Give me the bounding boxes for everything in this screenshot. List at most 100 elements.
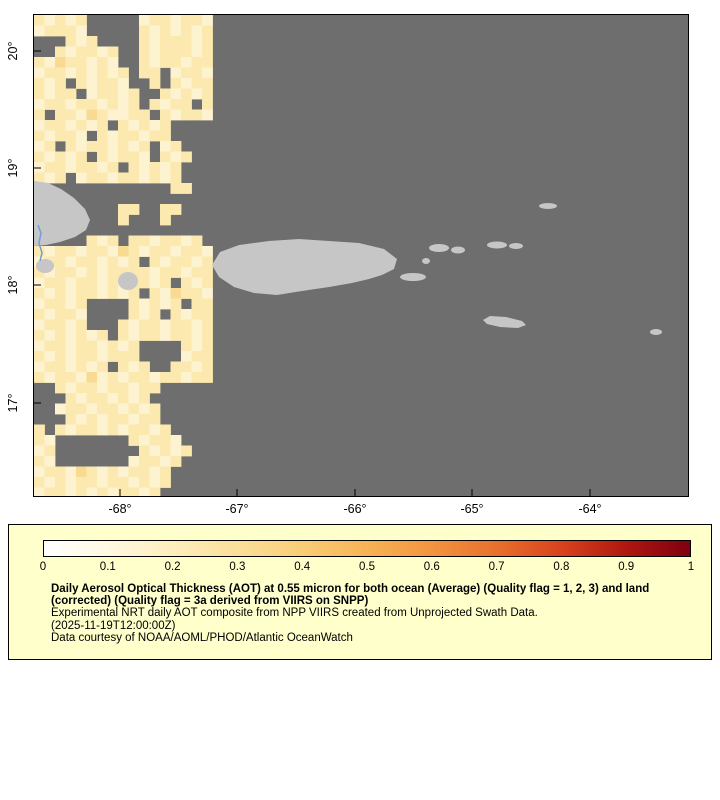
aot-cell xyxy=(86,36,98,47)
aot-cell xyxy=(149,15,161,26)
aot-cell xyxy=(65,46,77,58)
aot-cell xyxy=(128,267,140,278)
aot-cell xyxy=(107,277,119,289)
aot-cell xyxy=(107,393,119,404)
aot-cell xyxy=(118,393,129,404)
aot-cell xyxy=(128,477,140,488)
aot-cell xyxy=(149,288,161,299)
aot-cell xyxy=(76,414,87,425)
aot-cell xyxy=(191,25,203,37)
aot-cell xyxy=(107,151,119,163)
aot-cell xyxy=(97,351,108,362)
aot-cell xyxy=(170,256,182,268)
aot-cell xyxy=(97,130,108,142)
aot-cell xyxy=(65,267,77,278)
aot-cell xyxy=(34,67,45,79)
aot-cell xyxy=(65,256,77,268)
aot-cell xyxy=(128,351,140,362)
aot-cell xyxy=(181,372,192,383)
aot-cell xyxy=(202,25,213,37)
aot-cell xyxy=(160,46,171,58)
aot-cell xyxy=(202,298,213,310)
aot-cell xyxy=(118,361,129,373)
aot-cell xyxy=(170,162,182,173)
aot-cell xyxy=(149,25,161,37)
aot-cell xyxy=(139,172,150,184)
aot-cell xyxy=(76,487,87,496)
aot-cell xyxy=(34,487,45,496)
aot-cell xyxy=(191,78,203,89)
aot-cell xyxy=(160,172,171,184)
aot-cell xyxy=(149,382,161,394)
aot-cell xyxy=(76,46,87,58)
aot-cell xyxy=(65,99,77,110)
aot-cell xyxy=(97,466,108,478)
aot-cell xyxy=(76,109,87,121)
aot-cell xyxy=(181,319,192,331)
aot-cell xyxy=(34,172,45,184)
aot-cell xyxy=(149,319,161,331)
aot-cell xyxy=(149,435,161,446)
aot-cell xyxy=(139,36,150,47)
aot-cell xyxy=(160,15,171,26)
aot-cell xyxy=(170,67,182,79)
aot-cell xyxy=(170,435,182,446)
aot-cell xyxy=(118,424,129,436)
aot-cell xyxy=(34,277,45,289)
aot-cell xyxy=(44,99,56,110)
aot-cell xyxy=(97,414,108,425)
aot-cell xyxy=(191,309,203,320)
aot-cell xyxy=(181,57,192,68)
aot-cell xyxy=(34,57,45,68)
aot-cell xyxy=(191,277,203,289)
aot-cell xyxy=(65,330,77,341)
aot-cell xyxy=(55,267,66,278)
aot-cell xyxy=(65,120,77,131)
aot-cell xyxy=(76,351,87,362)
colorbar-tick-label: 0.1 xyxy=(99,561,116,573)
aot-cell xyxy=(149,277,161,289)
aot-cell xyxy=(55,340,66,352)
aot-cell xyxy=(107,424,119,436)
aot-cell xyxy=(191,57,203,68)
aot-cell xyxy=(65,393,77,404)
aot-cell xyxy=(128,487,140,496)
aot-cell xyxy=(181,99,192,110)
aot-cell xyxy=(202,277,213,289)
aot-cell xyxy=(191,361,203,373)
aot-cell xyxy=(202,330,213,341)
aot-cell xyxy=(44,298,56,310)
aot-cell xyxy=(76,120,87,131)
aot-cell xyxy=(55,246,66,257)
aot-cell xyxy=(139,435,150,446)
aot-cell xyxy=(44,288,56,299)
aot-cell xyxy=(128,204,140,215)
aot-cell xyxy=(34,435,45,446)
aot-cell xyxy=(86,46,98,58)
aot-cell xyxy=(128,120,140,131)
aot-cell xyxy=(128,235,140,247)
aot-cell xyxy=(118,141,129,152)
aot-cell xyxy=(139,130,150,142)
aot-cell xyxy=(97,67,108,79)
aot-cell xyxy=(149,456,161,467)
aot-cell xyxy=(170,109,182,121)
aot-cell xyxy=(128,256,140,268)
aot-cell xyxy=(149,414,161,425)
aot-cell xyxy=(139,109,150,121)
aot-cell xyxy=(170,151,182,163)
aot-cell xyxy=(139,393,150,404)
aot-cell xyxy=(107,141,119,152)
aot-cell xyxy=(191,340,203,352)
aot-cell xyxy=(34,288,45,299)
aot-cell xyxy=(191,15,203,26)
aot-cell xyxy=(149,99,161,110)
aot-cell xyxy=(139,67,150,79)
y-tick-label: 19° xyxy=(6,158,20,178)
aot-cell xyxy=(86,78,98,89)
aot-cell xyxy=(34,351,45,362)
aot-cell xyxy=(65,372,77,383)
x-tick-label: -68° xyxy=(108,502,132,516)
aot-cell xyxy=(76,309,87,320)
aot-cell xyxy=(181,109,192,121)
